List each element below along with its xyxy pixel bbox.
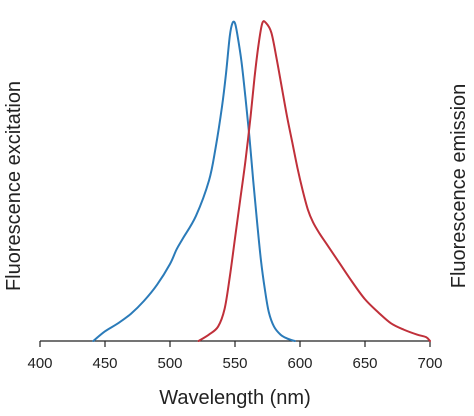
series-layer — [92, 20, 431, 342]
x-tick-label: 500 — [157, 355, 182, 372]
y-axis-title-right: Fluorescence emission — [448, 84, 470, 289]
y-axis-title-left: Fluorescence excitation — [3, 81, 25, 291]
x-tick-label: 600 — [287, 355, 312, 372]
x-axis-title: Wavelength (nm) — [159, 387, 311, 409]
x-tick-label: 450 — [92, 355, 117, 372]
emission-curve — [197, 20, 431, 342]
x-tick-label: 400 — [27, 355, 52, 372]
excitation-curve — [92, 20, 296, 342]
x-tick-label: 700 — [417, 355, 442, 372]
x-tick-label: 550 — [222, 355, 247, 372]
x-ticks: 400 450 500 550 600 650 700 — [27, 341, 443, 372]
x-tick-label: 650 — [352, 355, 377, 372]
